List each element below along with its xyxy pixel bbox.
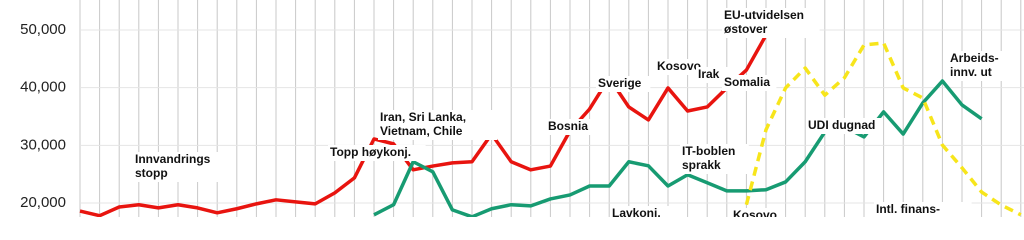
annotation-bg [731, 208, 779, 217]
annotation: Arbeids-innv. ut [948, 51, 1010, 81]
y-tick-label: 20,000 [20, 194, 66, 211]
annotation: UDI dugnad [806, 118, 882, 134]
annotation: Kosovo [655, 59, 703, 75]
annotation: Kosovo [731, 208, 779, 217]
annotation-text: Intl. finans- [876, 202, 940, 216]
annotation-text: Bosnia [548, 119, 588, 133]
annotation-text: Kosovo [733, 208, 777, 217]
annotation: Topp høykonj. [328, 145, 426, 161]
chart: 20,000 30,000 40,000 50,000 Innvandringsstop… [0, 0, 1024, 217]
annotation: Bosnia [546, 119, 594, 135]
annotation-text: EU-utvidelsen [724, 8, 804, 22]
annotation-bg [655, 59, 703, 75]
annotation-text: UDI dugnad [808, 118, 875, 132]
y-tick-label: 50,000 [20, 21, 66, 38]
annotation-bg [680, 144, 749, 174]
annotation-text: stopp [135, 166, 168, 180]
annotation-text: Irak [698, 67, 720, 81]
annotation-bg [806, 118, 882, 134]
annotation-bg [133, 152, 224, 182]
annotation: Somalia [722, 75, 777, 91]
annotation-bg [874, 202, 972, 217]
annotation: Iran, Sri Lanka,Vietnam, Chile [378, 110, 498, 140]
annotation: Sverige [596, 76, 651, 92]
annotation-text: Topp høykonj. [330, 145, 411, 159]
y-tick-label: 30,000 [20, 136, 66, 153]
annotation-text: IT-boblen [682, 144, 735, 158]
series-line [373, 79, 983, 217]
annotation-text: Arbeids- [950, 51, 999, 65]
y-tick-label: 40,000 [20, 79, 66, 96]
annotation-bg [948, 51, 1010, 81]
annotation-bg [378, 110, 498, 140]
annotation: Intl. finans- [874, 202, 972, 217]
annotation-bg [722, 75, 777, 91]
annotation-bg [610, 206, 672, 217]
annotation-text: Innvandrings [135, 152, 211, 166]
annotation: Lavkonj. [610, 206, 672, 217]
annotation-text: sprakk [682, 158, 721, 172]
annotation-text: Kosovo [657, 59, 701, 73]
annotation-bg [596, 76, 651, 92]
annotation-text: Vietnam, Chile [380, 124, 463, 138]
annotation-bg [696, 67, 729, 83]
annotation-text: Lavkonj. [612, 206, 661, 217]
annotation-text: Somalia [724, 75, 770, 89]
series-line [744, 41, 1022, 217]
annotation-text: Sverige [598, 76, 642, 90]
background [0, 0, 1024, 217]
annotation-text: innv. ut [950, 65, 992, 79]
annotation-bg [546, 119, 594, 135]
annotation-text: østover [724, 22, 768, 36]
annotation-text: Iran, Sri Lanka, [380, 110, 466, 124]
annotation-bg [328, 145, 426, 161]
annotation-bg [722, 8, 820, 38]
annotation: Irak [696, 67, 729, 83]
